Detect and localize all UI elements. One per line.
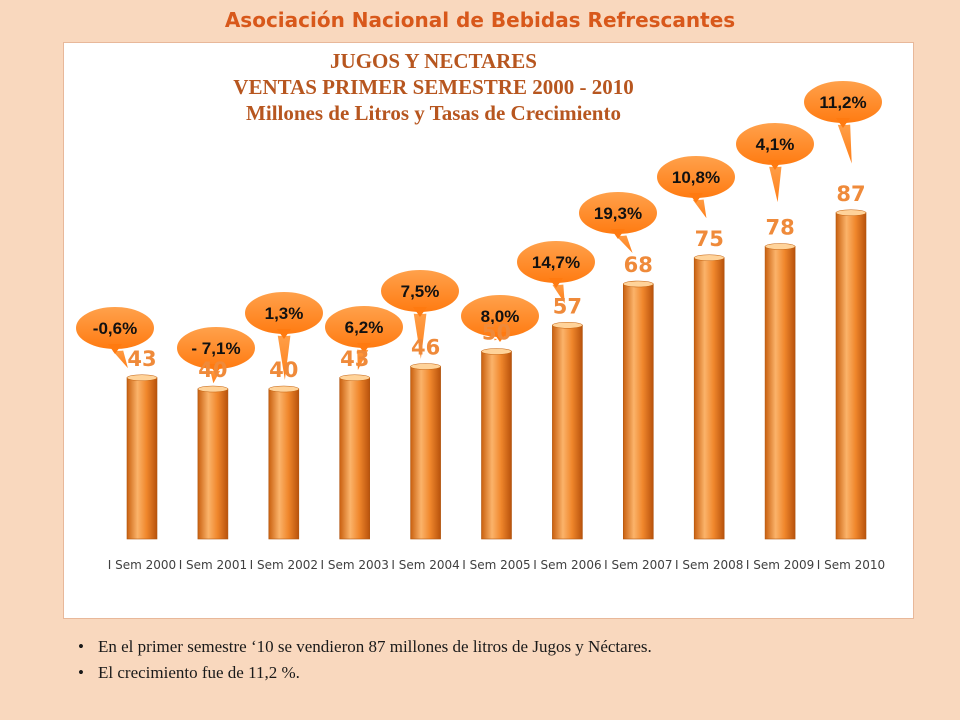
bar: [268, 388, 300, 540]
bar: [197, 388, 229, 540]
growth-rate-label: 11,2%: [819, 93, 866, 112]
bar: [693, 257, 725, 540]
bar-cap: [764, 243, 796, 250]
x-tick-label: I Sem 2008: [675, 558, 743, 572]
growth-rate-label: 7,5%: [401, 282, 440, 301]
chart-title-line-3: Millones de Litros y Tasas de Crecimient…: [246, 101, 621, 125]
bar-value-label: 50: [482, 321, 511, 345]
growth-rate-label: 19,3%: [594, 204, 642, 223]
bar: [764, 246, 796, 540]
bar: [339, 377, 371, 540]
callout-joint: [108, 344, 122, 354]
callout-joint: [209, 364, 223, 374]
x-tick-label: I Sem 2009: [746, 558, 814, 572]
bar: [410, 366, 441, 540]
x-tick-label: I Sem 2006: [533, 558, 601, 572]
growth-callout: 6,2%: [323, 304, 405, 375]
bar-cap: [339, 374, 371, 382]
x-tick-label: I Sem 2004: [391, 558, 459, 572]
x-tick-label: I Sem 2003: [320, 558, 388, 572]
growth-rate-label: - 7,1%: [191, 339, 240, 358]
bar: [126, 377, 158, 540]
note-item: El crecimiento fue de 11,2 %.: [78, 663, 918, 683]
x-tick-label: I Sem 2001: [179, 558, 247, 572]
callout-joint: [836, 118, 850, 128]
growth-callout: 10,8%: [655, 154, 737, 223]
bar-value-label: 46: [411, 336, 440, 360]
x-tick-label: I Sem 2000: [108, 558, 176, 572]
bar-value-label: 75: [695, 227, 724, 251]
growth-callout: 19,3%: [577, 190, 659, 258]
callout-joint: [277, 329, 291, 339]
bar-value-label: 78: [765, 216, 794, 240]
bar-cap: [481, 348, 512, 355]
callout-joint: [357, 343, 371, 353]
bar: [835, 212, 867, 540]
bar-cap: [835, 209, 867, 217]
growth-rate-label: 10,8%: [672, 168, 720, 187]
x-tick-label: I Sem 2005: [462, 558, 530, 572]
growth-callout: - 7,1%: [175, 325, 257, 387]
callout-joint: [413, 307, 427, 317]
x-tick-label: I Sem 2002: [250, 558, 318, 572]
bar-cap: [268, 385, 300, 393]
growth-callout: 1,3%: [243, 290, 325, 388]
bar-value-labels: 43 40 40 43 46 50 57 68 75 78 87: [127, 182, 865, 382]
bar-value-label: 68: [624, 253, 653, 277]
bar: [481, 351, 512, 540]
growth-callout: 7,5%: [379, 268, 461, 367]
growth-rate-label: 4,1%: [756, 135, 795, 154]
bar-value-label: 57: [553, 294, 582, 318]
growth-callout: 11,2%: [802, 79, 884, 171]
bar-value-label: 40: [269, 358, 298, 382]
callout-pointer: [834, 119, 854, 171]
growth-rate-label: 8,0%: [481, 307, 520, 326]
growth-rate-label: 6,2%: [345, 318, 384, 337]
bars: [126, 209, 867, 540]
chart-title: JUGOS Y NECTARES VENTAS PRIMER SEMESTRE …: [63, 48, 804, 126]
bar-value-label: 87: [836, 182, 865, 206]
callout-joint: [493, 332, 507, 342]
notes-list: En el primer semestre ‘10 se vendieron 8…: [78, 637, 918, 689]
callout-joint: [689, 193, 703, 203]
x-tick-label: I Sem 2010: [817, 558, 885, 572]
note-item: En el primer semestre ‘10 se vendieron 8…: [78, 637, 918, 657]
bar-value-label: 43: [127, 347, 156, 371]
growth-rate-label: -0,6%: [93, 319, 137, 338]
x-tick-label: I Sem 2007: [604, 558, 672, 572]
callout-joint: [611, 229, 625, 239]
callout-joint: [549, 278, 563, 288]
chart-title-line-1: JUGOS Y NECTARES: [330, 49, 537, 73]
growth-rate-label: 1,3%: [265, 304, 304, 323]
bar-value-label: 43: [340, 347, 369, 371]
bar-cap: [622, 280, 654, 288]
bar-cap: [410, 363, 441, 370]
slide-title: Asociación Nacional de Bebidas Refrescan…: [224, 8, 736, 32]
chart-title-line-2: VENTAS PRIMER SEMESTRE 2000 - 2010: [233, 75, 634, 99]
growth-callout: 4,1%: [734, 121, 816, 209]
growth-rate-label: 14,7%: [532, 253, 580, 272]
x-axis-ticks: I Sem 2000 I Sem 2001 I Sem 2002 I Sem 2003…: [108, 558, 885, 572]
bar-cap: [693, 254, 725, 262]
bar: [552, 324, 583, 540]
bar-cap: [126, 374, 158, 382]
growth-callout: 14,7%: [515, 239, 597, 308]
bar-cap: [552, 321, 583, 329]
bar-cap: [197, 385, 229, 393]
callout-joint: [768, 160, 782, 170]
growth-callout: -0,6%: [74, 305, 156, 373]
bar: [622, 283, 654, 540]
bar-value-label: 40: [198, 358, 227, 382]
growth-callouts: -0,6% - 7,1% 1,3% 6,2% 7,5% 8,0% 14,7% 19,3% 10,…: [74, 79, 884, 388]
growth-callout: 8,0%: [459, 293, 541, 343]
